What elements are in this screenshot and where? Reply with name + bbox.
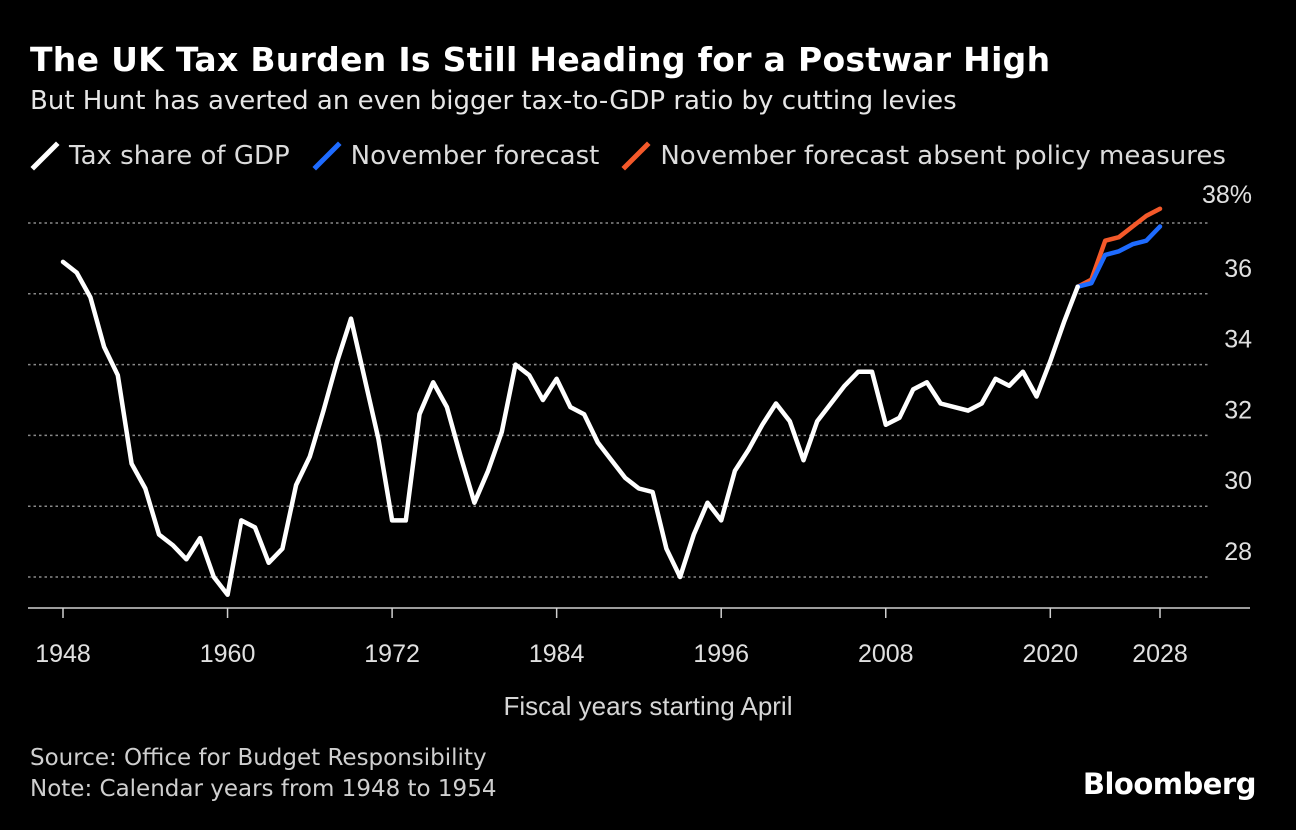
legend-swatch-orange-icon	[621, 141, 651, 171]
legend-label-absent-policy: November forecast absent policy measures	[660, 141, 1226, 171]
series-line-absent-policy	[1075, 206, 1163, 289]
x-tick-label: 1984	[529, 640, 585, 668]
legend: Tax share of GDP November forecast Novem…	[30, 141, 1248, 171]
x-tick-label: 1948	[35, 640, 91, 668]
x-tick-label: 2020	[1022, 640, 1078, 668]
y-tick-label: 34	[1224, 326, 1252, 354]
calendar-note: Note: Calendar years from 1948 to 1954	[30, 776, 497, 802]
legend-swatch-line	[621, 141, 651, 171]
y-tick-label: 38%	[1202, 181, 1252, 209]
x-tick-label: 2028	[1132, 640, 1188, 668]
legend-swatch-line	[30, 141, 60, 171]
legend-swatch-blue-icon	[312, 141, 342, 171]
legend-item-absent-policy: November forecast absent policy measures	[621, 141, 1226, 171]
x-tick-label: 2008	[858, 640, 914, 668]
legend-swatch-white-icon	[30, 141, 60, 171]
y-tick-label: 28	[1224, 538, 1252, 566]
legend-swatch-line	[312, 141, 342, 171]
y-tick-label: 36	[1224, 255, 1252, 283]
legend-item-tax-share: Tax share of GDP	[30, 141, 290, 171]
series-line-tax-share	[60, 259, 1080, 597]
legend-label-tax-share: Tax share of GDP	[69, 141, 290, 171]
chart-title: The UK Tax Burden Is Still Heading for a…	[30, 40, 1051, 79]
x-tick-label: 1960	[200, 640, 256, 668]
chart-subtitle: But Hunt has averted an even bigger tax-…	[30, 86, 957, 116]
x-axis-title: Fiscal years starting April	[504, 691, 793, 721]
footnotes: Source: Office for Budget Responsibility…	[30, 743, 496, 805]
legend-label-november-forecast: November forecast	[350, 141, 600, 171]
y-tick-label: 30	[1224, 467, 1252, 495]
x-tick-label: 1972	[364, 640, 420, 668]
legend-item-november-forecast: November forecast	[312, 141, 600, 171]
bloomberg-logo: Bloomberg	[1082, 767, 1257, 801]
series-line-november-forecast	[1075, 224, 1163, 289]
source-note: Source: Office for Budget Responsibility	[30, 745, 487, 771]
x-tick-label: 1996	[693, 640, 749, 668]
y-tick-label: 32	[1224, 396, 1252, 424]
